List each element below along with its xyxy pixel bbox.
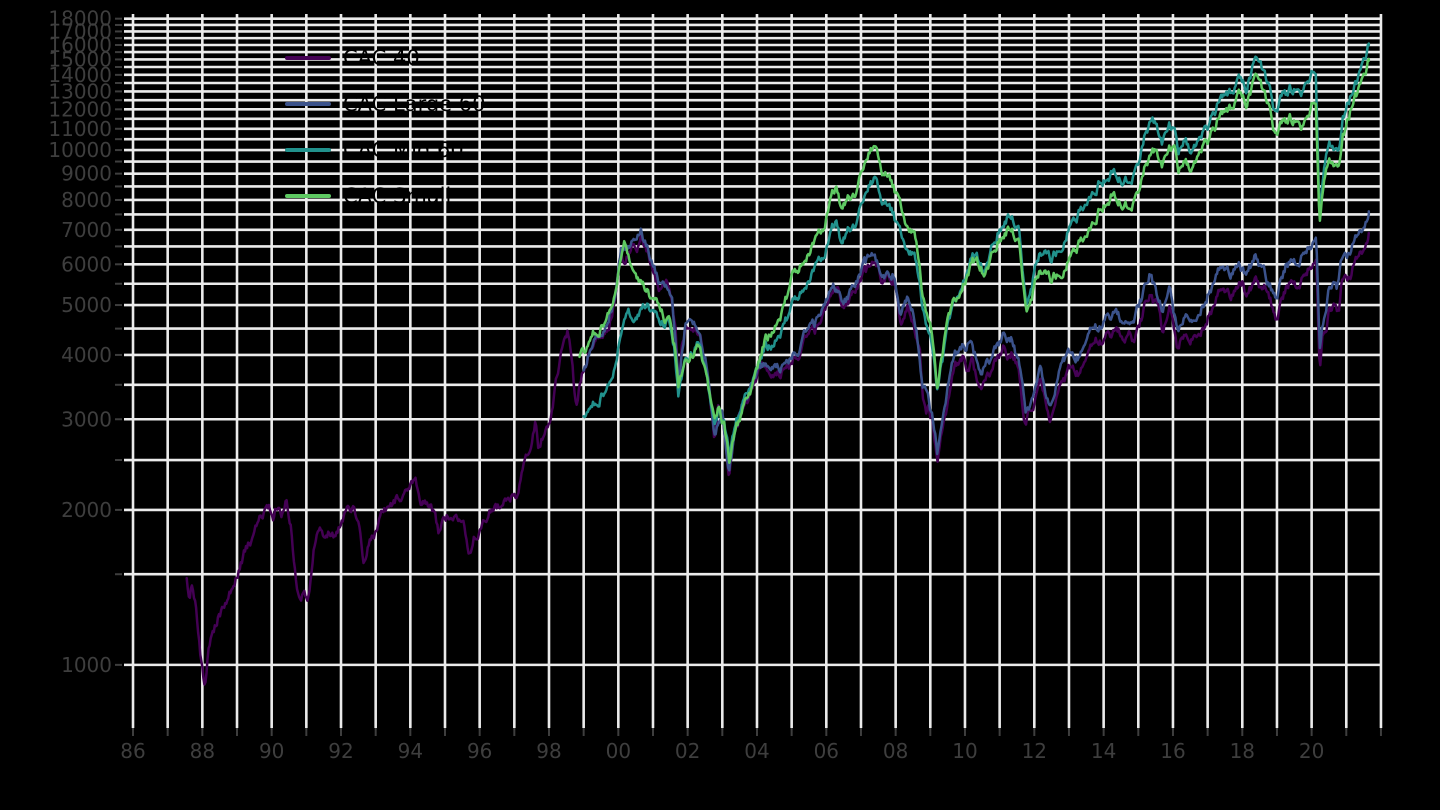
cac-small-line-swatch bbox=[285, 194, 331, 198]
x-axis-tick-label: 94 bbox=[398, 739, 423, 763]
y-axis-tick-label: 7000 bbox=[61, 218, 112, 242]
legend-item-cac-40: CAC 40 bbox=[285, 35, 485, 81]
y-axis-tick-label: 17000 bbox=[48, 19, 112, 43]
legend-label: CAC 40 bbox=[343, 46, 420, 70]
y-axis-tick-label: 14000 bbox=[48, 63, 112, 87]
y-axis-tick-label: 13000 bbox=[48, 79, 112, 103]
x-axis-tick-label: 20 bbox=[1299, 739, 1324, 763]
x-axis-tick-label: 00 bbox=[606, 739, 631, 763]
legend-item-cac-small: CAC Small bbox=[285, 173, 485, 219]
x-axis-tick-label: 14 bbox=[1091, 739, 1116, 763]
series-line-cac-large-60 bbox=[582, 210, 1371, 472]
y-axis-tick-label: 15000 bbox=[48, 47, 112, 71]
x-axis-tick-label: 92 bbox=[328, 739, 353, 763]
series-line-cac-small bbox=[578, 57, 1371, 465]
y-axis-tick-label: 2000 bbox=[61, 498, 112, 522]
y-axis-tick-label: 11000 bbox=[48, 117, 112, 141]
y-axis-tick-label: 8000 bbox=[61, 188, 112, 212]
chart-legend: CAC 40 CAC Large 60 CAC Mid 60 CAC Small bbox=[285, 35, 485, 219]
legend-label: CAC Large 60 bbox=[343, 92, 486, 116]
x-axis-tick-label: 18 bbox=[1230, 739, 1255, 763]
x-axis-tick-label: 86 bbox=[120, 739, 145, 763]
y-axis-tick-label: 5000 bbox=[61, 293, 112, 317]
axis-ticks bbox=[115, 17, 1382, 736]
y-axis-tick-label: 16000 bbox=[48, 33, 112, 57]
legend-item-cac-large-60: CAC Large 60 bbox=[285, 81, 485, 127]
y-axis-tick-label: 3000 bbox=[61, 407, 112, 431]
x-axis-tick-label: 88 bbox=[190, 739, 215, 763]
cac-mid-60-line-swatch bbox=[285, 148, 331, 152]
x-axis-tick-label: 90 bbox=[259, 739, 284, 763]
y-axis-tick-label: 18000 bbox=[48, 7, 112, 31]
y-axis-tick-label: 6000 bbox=[61, 252, 112, 276]
x-axis-tick-label: 02 bbox=[675, 739, 700, 763]
legend-label: CAC Small bbox=[343, 184, 452, 208]
y-axis-tick-label: 9000 bbox=[61, 162, 112, 186]
y-axis-tick-label: 10000 bbox=[48, 138, 112, 162]
axis-tick-labels: 86 88 90 92 94 96 98 00 02 04 06 08 10 12 14 16 18 20 1000… bbox=[48, 7, 1324, 763]
x-axis-tick-label: 96 bbox=[467, 739, 492, 763]
y-axis-tick-label: 1000 bbox=[61, 653, 112, 677]
x-axis-tick-label: 06 bbox=[814, 739, 839, 763]
x-axis-tick-label: 04 bbox=[744, 739, 769, 763]
y-axis-tick-label: 4000 bbox=[61, 343, 112, 367]
x-axis-tick-label: 08 bbox=[883, 739, 908, 763]
legend-item-cac-mid-60: CAC Mid 60 bbox=[285, 127, 485, 173]
x-axis-tick-label: 10 bbox=[952, 739, 977, 763]
legend-label: CAC Mid 60 bbox=[343, 138, 464, 162]
x-axis-tick-label: 16 bbox=[1160, 739, 1185, 763]
y-axis-tick-label: 12000 bbox=[48, 97, 112, 121]
cac-40-line-swatch bbox=[285, 56, 331, 60]
grid-lines bbox=[124, 14, 1383, 728]
x-axis-tick-label: 12 bbox=[1022, 739, 1047, 763]
series-line-cac-mid-60 bbox=[582, 42, 1371, 458]
x-axis-tick-label: 98 bbox=[536, 739, 561, 763]
series-line-cac-40 bbox=[185, 231, 1371, 686]
cac-large-60-line-swatch bbox=[285, 102, 331, 106]
